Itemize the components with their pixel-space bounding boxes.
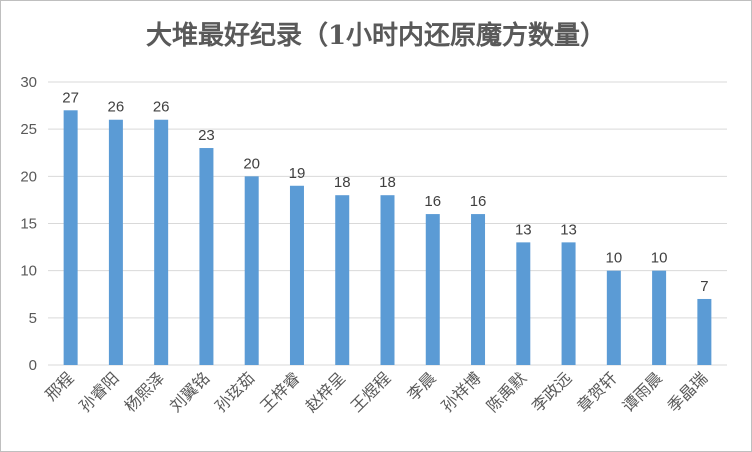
bar xyxy=(471,214,486,365)
x-tick-label: 孙睿阳 xyxy=(75,368,122,415)
chart-title: 大堆最好纪录（1小时内还原魔方数量） xyxy=(145,21,607,51)
data-label: 27 xyxy=(62,89,79,106)
bar xyxy=(199,148,214,365)
data-label: 13 xyxy=(560,221,577,238)
x-tick-label: 李晨 xyxy=(404,368,440,404)
data-label: 18 xyxy=(379,174,396,191)
data-label: 19 xyxy=(289,165,306,182)
x-tick-label: 章贺轩 xyxy=(573,368,620,415)
x-tick-label: 谭雨晨 xyxy=(619,368,666,415)
x-tick-label: 李政远 xyxy=(528,368,575,415)
bar xyxy=(244,176,259,365)
bar xyxy=(697,298,712,365)
bar xyxy=(561,242,576,365)
x-tick-label: 赵梓呈 xyxy=(302,368,349,415)
data-label: 23 xyxy=(198,127,215,144)
data-label: 26 xyxy=(153,99,170,116)
bar xyxy=(652,270,667,365)
data-label: 10 xyxy=(605,250,622,267)
bar xyxy=(335,195,350,365)
x-tick-label: 邢程 xyxy=(41,368,77,404)
x-tick-label: 孙祥博 xyxy=(437,368,484,415)
data-label: 16 xyxy=(470,193,487,210)
x-tick-label: 孙玹茹 xyxy=(211,368,258,415)
bar xyxy=(63,110,78,365)
y-tick-label: 0 xyxy=(29,357,37,374)
bar xyxy=(380,195,395,365)
x-tick-label: 陈禹默 xyxy=(483,368,530,415)
data-label: 7 xyxy=(700,278,708,295)
data-label: 18 xyxy=(334,174,351,191)
data-label: 16 xyxy=(424,193,441,210)
x-tick-label: 王梓睿 xyxy=(256,368,303,415)
x-tick-label: 杨熙泽 xyxy=(121,368,168,415)
y-tick-label: 30 xyxy=(20,74,37,91)
y-tick-label: 10 xyxy=(20,263,37,280)
bar xyxy=(154,119,169,365)
data-label: 20 xyxy=(243,155,260,172)
bar xyxy=(425,214,440,365)
x-tick-label: 刘翼铭 xyxy=(166,368,213,415)
data-label: 13 xyxy=(515,221,532,238)
y-tick-label: 15 xyxy=(20,216,37,233)
y-tick-label: 20 xyxy=(20,168,37,185)
data-label: 10 xyxy=(651,250,668,267)
y-tick-label: 25 xyxy=(20,121,37,138)
bar xyxy=(516,242,531,365)
bar xyxy=(289,185,304,365)
bar xyxy=(606,270,621,365)
bar xyxy=(108,119,123,365)
x-tick-label: 季晶瑞 xyxy=(664,368,711,415)
y-tick-label: 5 xyxy=(29,310,37,327)
x-tick-label: 王煜程 xyxy=(347,368,394,415)
data-label: 26 xyxy=(108,99,125,116)
